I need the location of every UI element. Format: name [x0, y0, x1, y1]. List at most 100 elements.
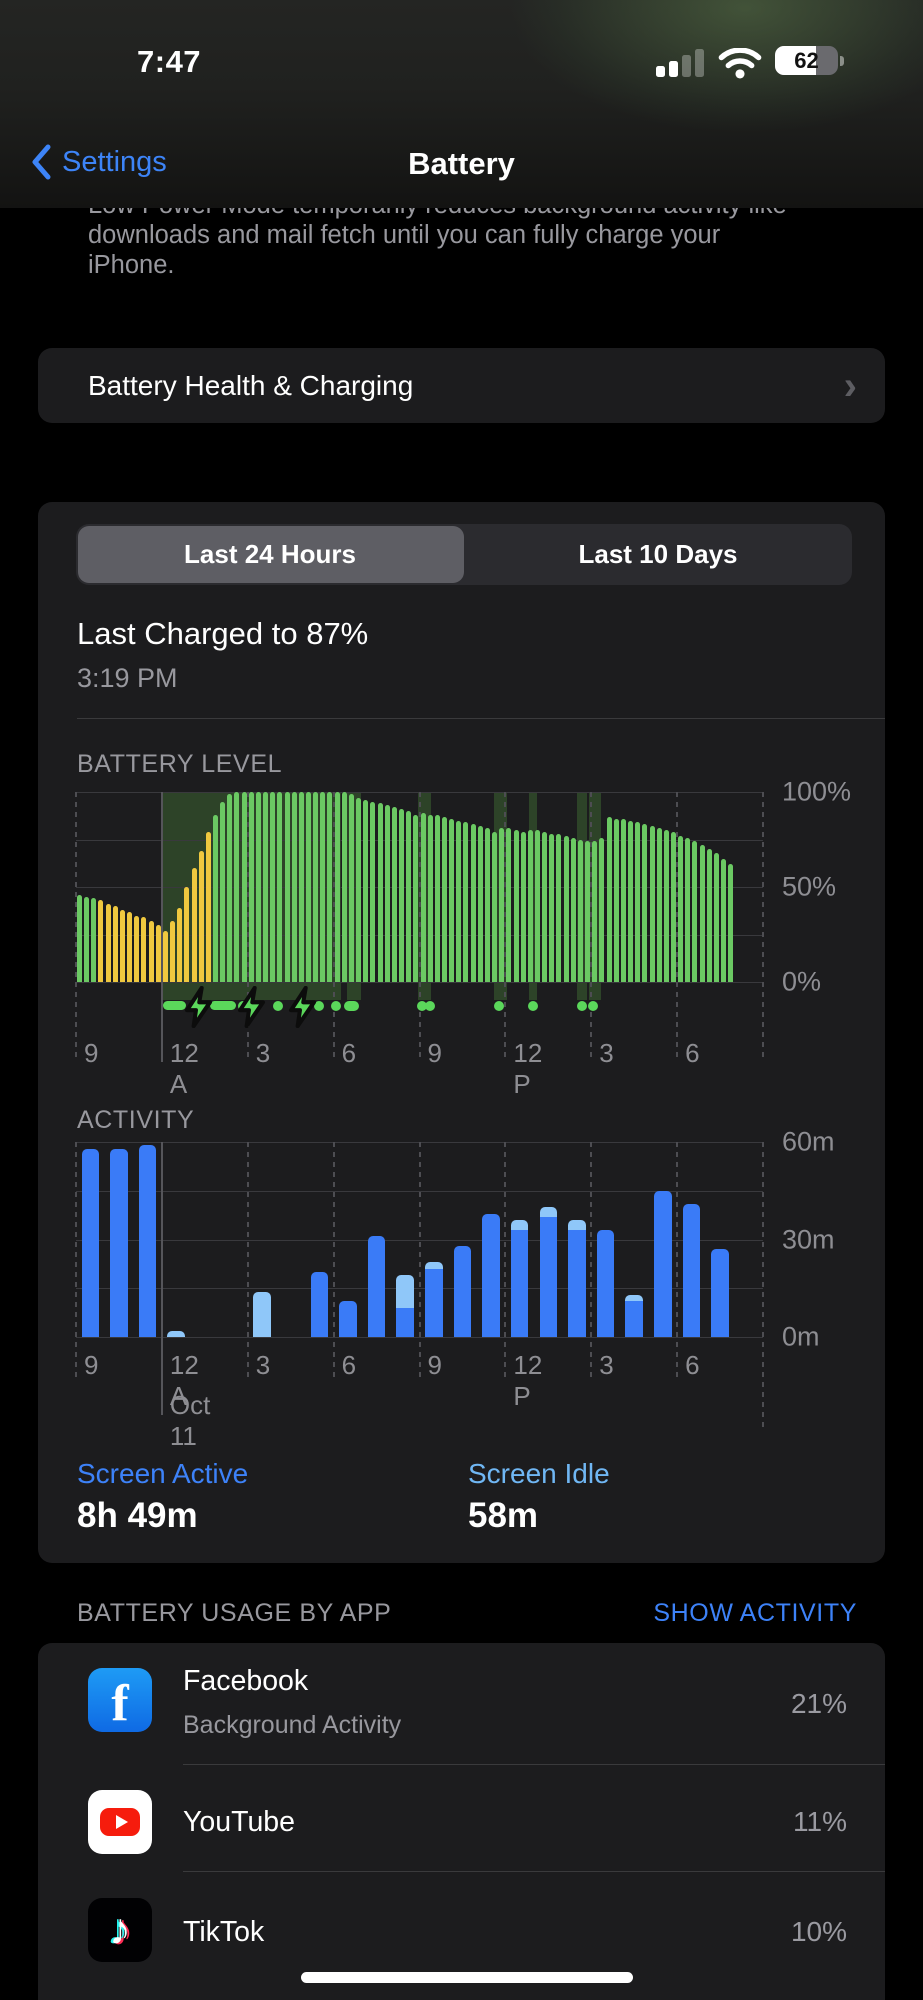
day-boundary-line	[160, 1142, 163, 1415]
battery-level-bar	[678, 835, 684, 982]
legend-screen-idle-label: Screen Idle	[468, 1458, 610, 1489]
activity-chart-title: ACTIVITY	[77, 1106, 195, 1134]
battery-level-bar	[162, 930, 168, 982]
screen-active-bar	[682, 1203, 701, 1337]
grid-line-vertical	[762, 1142, 764, 1432]
app-row[interactable]: f Facebook Background Activity 21%	[38, 1643, 885, 1765]
screen-idle-bar	[396, 1275, 414, 1308]
screen-idle-bar	[167, 1330, 185, 1337]
app-battery-percent: 10%	[790, 1916, 847, 1947]
battery-level-bar	[377, 803, 383, 982]
screen-idle-bar	[539, 1207, 557, 1217]
chevron-left-icon	[32, 144, 51, 180]
show-activity-button[interactable]: SHOW ACTIVITY	[653, 1599, 857, 1627]
battery-level-bar	[492, 831, 498, 982]
grid-line-vertical	[676, 792, 679, 1058]
x-axis-label: 12 A	[169, 1038, 199, 1099]
battery-level-bar	[212, 814, 218, 982]
x-axis-label: 9	[84, 1038, 99, 1068]
x-axis-label: 9	[427, 1038, 442, 1068]
battery-level-bar	[713, 852, 719, 982]
battery-level-bar	[148, 921, 154, 982]
grid-line-vertical	[504, 792, 507, 1058]
app-usage-list: f Facebook Background Activity 21% YouTube 11…	[38, 1643, 885, 2000]
youtube-icon	[88, 1790, 152, 1854]
battery-level-bar	[721, 858, 727, 982]
home-indicator[interactable]	[301, 1972, 633, 1983]
battery-level-bar	[456, 820, 462, 982]
battery-level-bar	[592, 841, 598, 982]
status-battery-percent: 62	[794, 47, 819, 73]
battery-level-bar	[420, 812, 426, 982]
battery-level-bar	[613, 818, 619, 982]
battery-level-bar	[327, 792, 333, 982]
screen-active-bar	[367, 1236, 386, 1337]
app-row[interactable]: ♪ TikTok 10%	[38, 1874, 885, 1989]
battery-level-bar	[334, 792, 340, 982]
charging-line-segment	[162, 1001, 186, 1010]
app-subtitle: Background Activity	[183, 1711, 402, 1739]
charging-dot	[273, 1001, 284, 1011]
app-battery-percent: 11%	[793, 1806, 847, 1837]
battery-health-row[interactable]: Battery Health & Charging ›	[38, 348, 885, 423]
battery-level-bar	[692, 841, 698, 982]
screen-idle-bar	[253, 1291, 271, 1337]
tab-last-24-hours[interactable]: Last 24 Hours	[184, 539, 356, 569]
battery-level-bar	[341, 792, 347, 982]
battery-level-bar	[585, 841, 591, 982]
grid-line-vertical	[246, 1142, 249, 1378]
time-range-segmented-control: Last 24 Hours Last 10 Days	[76, 524, 852, 585]
battery-level-bar	[563, 835, 569, 982]
page-title: Battery	[408, 146, 515, 181]
charging-period-band	[528, 792, 537, 1000]
y-axis-label: 30m	[782, 1224, 835, 1254]
grid-line-vertical	[762, 792, 764, 1058]
battery-level-bar	[606, 816, 612, 982]
app-name: YouTube	[183, 1806, 295, 1838]
day-boundary-line	[160, 792, 163, 1062]
screen-active-bar	[110, 1148, 128, 1337]
screen-active-bar	[568, 1229, 586, 1337]
grid-line-vertical	[590, 792, 593, 1058]
battery-level-bar	[291, 792, 297, 982]
screen-idle-bar	[568, 1220, 586, 1230]
charging-dot	[331, 1001, 342, 1011]
battery-level-bar	[241, 792, 247, 982]
battery-level-bar	[441, 816, 447, 982]
grid-line-vertical	[504, 1142, 507, 1378]
screen-active-bar	[425, 1268, 443, 1337]
screen-active-bar	[310, 1272, 328, 1337]
status-battery-icon: 62	[775, 46, 838, 75]
battery-level-bar	[599, 837, 605, 982]
screen-active-bar	[625, 1301, 643, 1337]
screen-idle-value: 58m	[468, 1496, 539, 1535]
y-axis-label: 0%	[782, 966, 822, 997]
battery-level-bar	[84, 896, 90, 982]
battery-level-bar	[105, 904, 111, 982]
app-row[interactable]: YouTube 11%	[38, 1764, 885, 1872]
battery-level-bar	[499, 828, 505, 982]
status-time: 7:47	[137, 44, 202, 79]
battery-level-bar	[549, 833, 555, 982]
screen-active-bar	[711, 1249, 729, 1337]
back-label: Settings	[62, 145, 167, 178]
battery-level-bar	[556, 833, 562, 982]
battery-level-bar	[670, 831, 676, 982]
tab-last-10-days[interactable]: Last 10 Days	[578, 539, 738, 569]
battery-level-bar	[449, 818, 455, 982]
charging-dot	[527, 1001, 538, 1011]
battery-level-bar	[255, 792, 261, 982]
back-button[interactable]: Settings	[30, 143, 167, 181]
battery-level-bar	[220, 801, 226, 982]
charging-line-segment	[209, 1001, 236, 1010]
battery-level-bar	[348, 793, 354, 982]
screen-active-bar	[81, 1148, 99, 1337]
battery-level-bar	[370, 801, 376, 982]
battery-level-bar	[477, 826, 483, 982]
facebook-icon: f	[88, 1668, 152, 1732]
battery-level-bar	[406, 811, 412, 982]
battery-level-bar	[298, 792, 304, 982]
screen-idle-bar	[625, 1294, 643, 1302]
battery-level-bar	[685, 837, 691, 982]
